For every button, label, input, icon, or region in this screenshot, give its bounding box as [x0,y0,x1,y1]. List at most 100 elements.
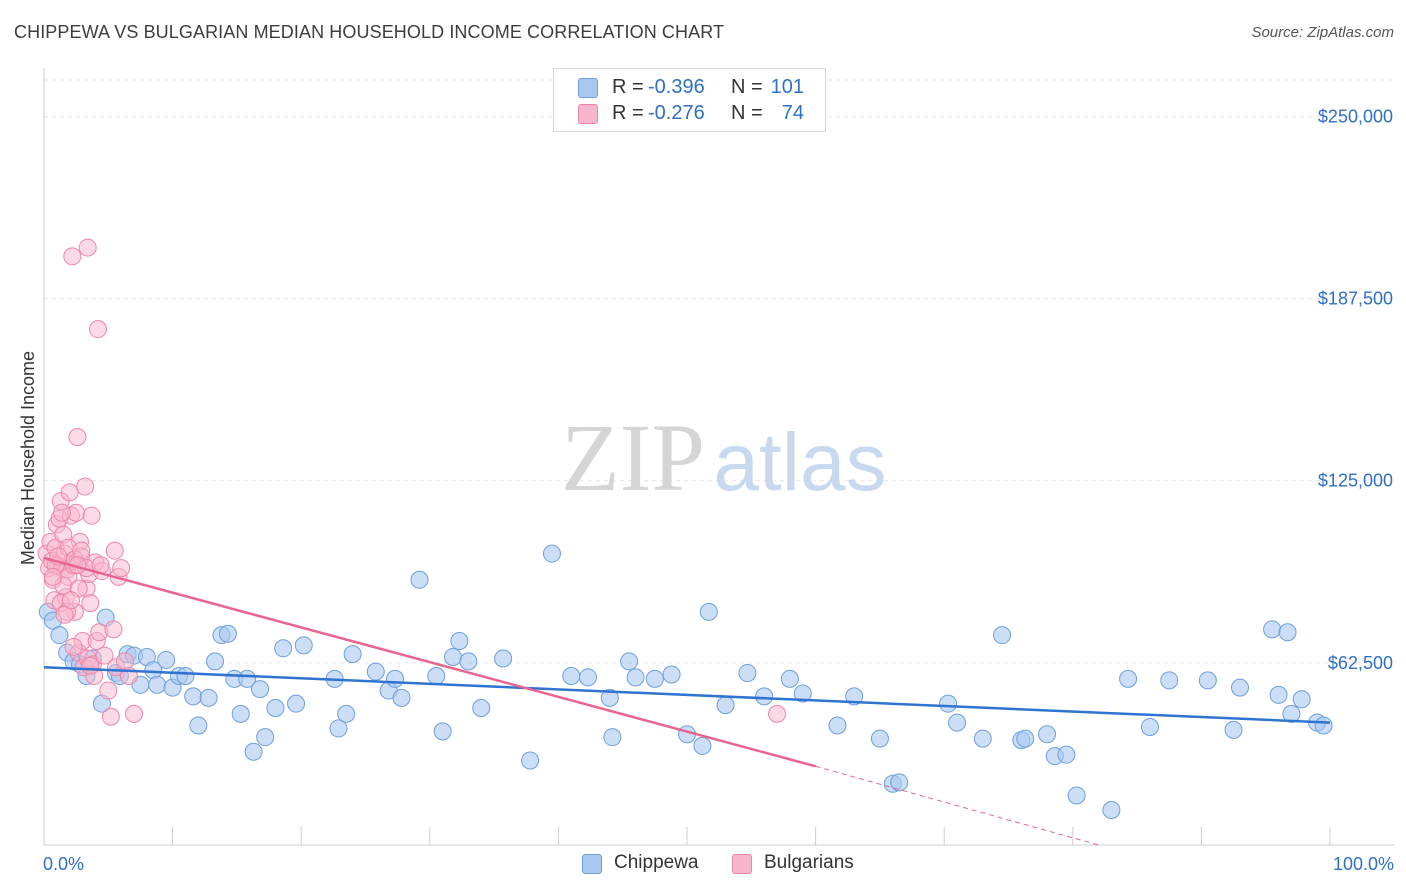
bulgarians-point [81,594,100,613]
chippewa-point [274,639,293,658]
bulgarians-point [44,567,63,586]
chippewa-point [1057,745,1076,764]
chippewa-point [699,602,718,621]
chippewa-point [1292,690,1311,709]
chippewa-point [494,649,513,668]
chippewa-point [870,729,889,748]
chippewa-point [738,664,757,683]
chippewa-point [578,668,597,687]
y-tick-label: $62,500 [1328,653,1393,673]
chippewa-point [410,570,429,589]
bottom-legend-swatch-bulgarians [732,854,752,874]
chippewa-point [521,751,540,770]
chippewa-point [366,662,385,681]
bulgarians-point [95,646,114,665]
chippewa-point [1102,801,1121,820]
chippewa-point [845,687,864,706]
x-tick-label-max: 100.0% [1333,854,1394,874]
bulgarians-point [99,681,118,700]
chippewa-point [1198,671,1217,690]
chippewa-point [256,728,275,747]
chippewa-point [1282,704,1301,723]
legend-swatch-bulgarians [578,104,598,124]
y-tick-labels: $62,500 $125,000 $187,500 $250,000 [1318,106,1393,672]
bulgarians-point [112,559,131,578]
chippewa-point [939,694,958,713]
chippewa-point [386,669,405,688]
bulgarians-point [82,506,101,525]
chippewa-point [184,687,203,706]
chippewa-point [1314,716,1333,735]
chippewa-point [427,666,446,685]
bulgarians-point [63,247,82,266]
legend-r-label: R = [612,102,644,124]
bulgarians-point [89,320,108,339]
bulgarians-point [105,541,124,560]
bulgarians-trend-extension [815,765,1099,846]
chippewa-point [329,719,348,738]
bulgarians-point [64,637,83,656]
bulgarians-point [68,428,87,446]
chart-source: Source: ZipAtlas.com [1251,24,1394,41]
chippewa-point [973,729,992,748]
bulgarians-point [53,503,72,522]
chippewa-point [199,688,218,707]
watermark-atlas: atlas [713,417,886,508]
bulgarians-point [62,591,81,610]
chippewa-point [562,666,581,685]
chippewa-point [626,668,645,687]
chippewa-point [189,716,208,735]
chippewa-point [620,652,639,671]
watermark-zip: ZIP [561,404,705,511]
bulgarians-point [101,707,120,726]
legend-swatch-chippewa [578,78,598,98]
chippewa-point [600,688,619,707]
chippewa-point [218,624,237,643]
chippewa-point [662,665,681,684]
bulgarians-point [78,238,97,257]
chippewa-point [542,544,561,563]
bulgarians-point [76,477,95,496]
bulgarians-point [104,620,123,639]
x-tick-label-min: 0.0% [43,854,84,874]
chippewa-point [780,669,799,688]
legend-r-value: -0.276 [648,102,705,124]
legend-r-value: -0.396 [648,76,705,98]
chippewa-point [603,728,622,747]
chippewa-point [828,716,847,735]
chippewa-point [948,713,967,732]
legend-n-value: 74 [781,102,804,124]
chippewa-point [993,626,1012,645]
chart-title: CHIPPEWA VS BULGARIAN MEDIAN HOUSEHOLD I… [14,22,725,42]
chippewa-point [294,636,313,655]
chippewa-point [459,652,478,671]
chippewa-point [890,773,909,792]
chippewa-point [343,645,362,664]
chippewa-point [1067,786,1086,805]
chippewa-point [1230,678,1249,697]
bottom-legend-label-bulgarians: Bulgarians [764,852,854,873]
y-tick-label: $250,000 [1318,106,1393,126]
chippewa-trend-line [43,665,1331,724]
bulgarians-point [125,704,144,723]
grid-layer [44,79,1394,664]
chippewa-point [693,736,712,755]
chippewa-point [50,626,69,645]
chippewa-point [1224,720,1243,739]
y-tick-label: $187,500 [1318,289,1393,309]
legend-n-label: N = [731,76,763,98]
bottom-legend-swatch-chippewa [582,854,602,874]
bulgarians-point [81,656,100,675]
chippewa-point [472,699,491,718]
chippewa-point [1140,717,1159,736]
chippewa-points [38,544,1333,820]
chippewa-point [793,684,812,703]
chippewa-point [157,650,176,669]
chippewa-point [337,704,356,723]
bulgarians-points [37,238,787,726]
bottom-legend-label-chippewa: Chippewa [614,852,699,873]
chippewa-point [287,694,306,713]
chippewa-point [206,652,225,671]
chippewa-point [1119,669,1138,688]
trend-layer [43,556,1331,846]
